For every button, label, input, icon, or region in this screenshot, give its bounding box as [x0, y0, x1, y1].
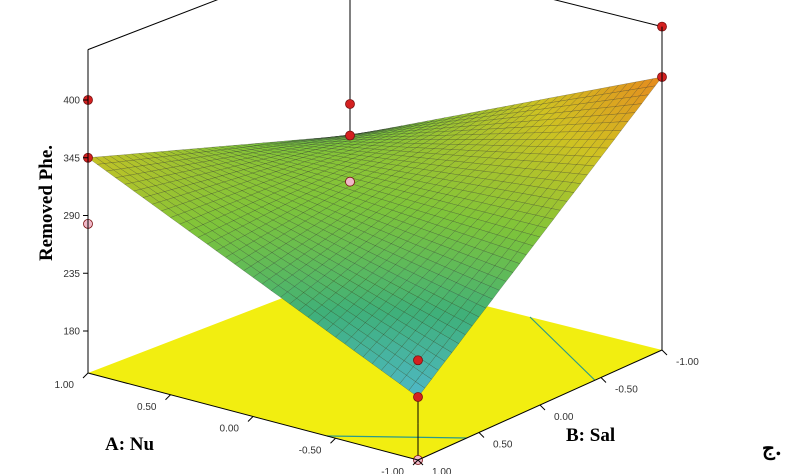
a-tick-label: 0.50: [137, 402, 157, 413]
a-tick-label: 1.00: [55, 380, 75, 391]
b-tick-label: 0.50: [493, 440, 513, 451]
a-tick-label: -1.00: [381, 467, 404, 474]
a-tick-mark: [165, 394, 171, 401]
response-surface: [87, 76, 663, 398]
a-tick-mark: [247, 416, 254, 422]
design-point: [345, 176, 355, 187]
b-tick-label: 1.00: [432, 467, 452, 474]
a-tick-mark: [330, 437, 336, 444]
a-tick-mark: [412, 459, 419, 466]
b-tick-mark: [661, 349, 668, 356]
x-axis-title: A: Nu: [105, 434, 155, 455]
design-point: [413, 355, 423, 366]
b-tick-label: 0.00: [554, 412, 574, 423]
b-tick-mark: [478, 432, 485, 438]
design-point: [413, 392, 423, 402]
z-tick-label: 345: [63, 153, 80, 164]
a-tick-label: 0.00: [220, 424, 240, 435]
top-back-edge: [553, 0, 663, 28]
contour-line: [326, 435, 467, 439]
design-point: [345, 99, 355, 109]
z-tick-label: 290: [63, 211, 80, 222]
contour-line: [529, 316, 596, 381]
a-tick-mark: [82, 372, 89, 379]
b-tick-label: -1.00: [676, 357, 699, 368]
b-tick-label: -0.50: [615, 385, 638, 396]
a-tick-label: -0.50: [299, 445, 322, 456]
y-axis-title: B: Sal: [566, 425, 615, 446]
panel-label: ج.: [762, 436, 782, 461]
z-tick-label: 180: [63, 327, 80, 338]
top-back-edge: [87, 0, 219, 51]
z-axis-title: Removed Phe.: [36, 145, 57, 261]
z-tick-label: 400: [63, 96, 80, 107]
b-tick-mark: [539, 404, 546, 411]
b-tick-mark: [417, 459, 424, 466]
design-point: [345, 130, 355, 141]
z-tick-label: 235: [63, 269, 80, 280]
tick-labels: 180 235 290 345 400 1.00 0.50 0.00 -0.50 -1.00 1.0…: [55, 96, 700, 474]
b-tick-mark: [600, 377, 607, 383]
